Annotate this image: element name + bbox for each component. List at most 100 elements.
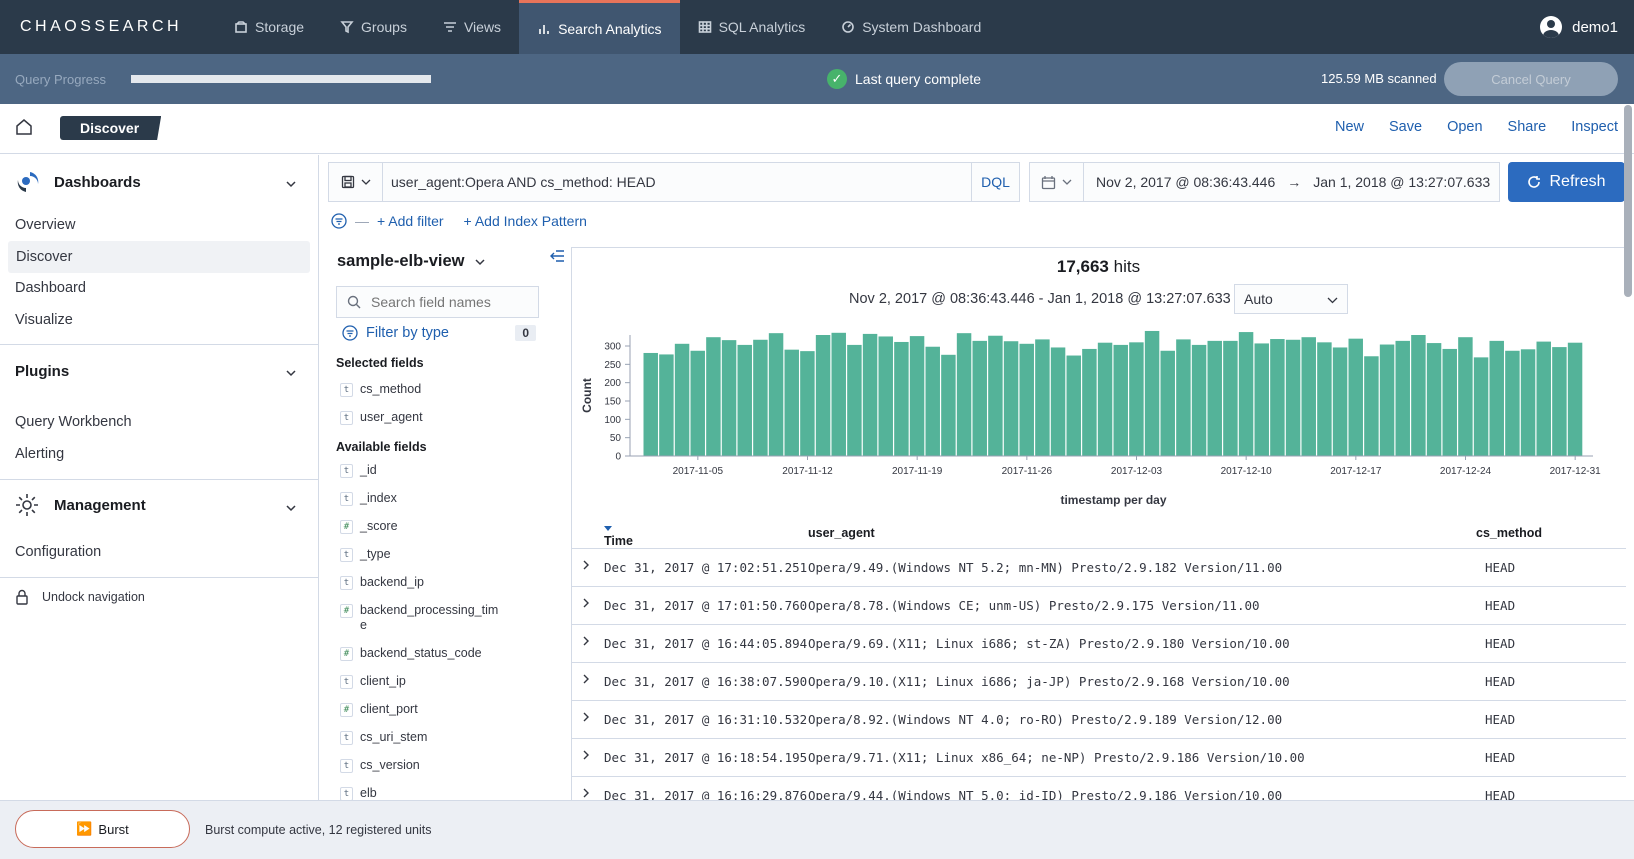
histogram-bar[interactable]: [988, 335, 1003, 456]
sidebar-item-alerting[interactable]: Alerting: [15, 446, 65, 462]
table-row[interactable]: Dec 31, 2017 @ 17:02:51.251 Opera/9.49.(W…: [572, 549, 1626, 587]
expand-row-icon[interactable]: [580, 749, 592, 761]
field-item[interactable]: t cs_version: [340, 758, 505, 773]
histogram-bar[interactable]: [1035, 339, 1050, 456]
field-item[interactable]: # backend_status_code: [340, 646, 505, 661]
histogram-bar[interactable]: [1019, 343, 1034, 456]
inspect-button[interactable]: Inspect: [1571, 119, 1618, 135]
index-pattern-selector[interactable]: sample-elb-view: [337, 252, 486, 271]
histogram-bar[interactable]: [1082, 348, 1097, 456]
field-search-input[interactable]: [371, 294, 531, 310]
table-row[interactable]: Dec 31, 2017 @ 16:44:05.894 Opera/9.69.(X…: [572, 625, 1626, 663]
histogram-bar[interactable]: [800, 351, 815, 456]
collapse-sidebar-icon[interactable]: [548, 248, 566, 264]
breadcrumb[interactable]: Discover: [60, 116, 162, 140]
nav-tab-storage[interactable]: Storage: [216, 0, 322, 54]
sidebar-item-query-workbench[interactable]: Query Workbench: [15, 414, 132, 430]
nav-tab-system-dashboard[interactable]: System Dashboard: [823, 0, 999, 54]
histogram-bar[interactable]: [1379, 344, 1395, 456]
histogram-bar[interactable]: [1254, 343, 1269, 456]
histogram-bar[interactable]: [1191, 344, 1207, 456]
histogram-bar[interactable]: [737, 344, 752, 456]
add-index-pattern-button[interactable]: + Add Index Pattern: [463, 213, 587, 229]
histogram-bar[interactable]: [1411, 335, 1426, 456]
sidebar-item-discover[interactable]: Discover: [8, 241, 310, 273]
histogram-bar[interactable]: [1442, 348, 1457, 456]
expand-row-icon[interactable]: [580, 711, 592, 723]
histogram-bar[interactable]: [1536, 341, 1551, 456]
histogram-bar[interactable]: [972, 340, 987, 456]
histogram-bar[interactable]: [1003, 341, 1019, 456]
field-item[interactable]: # backend_processing_time: [340, 603, 505, 633]
sidebar-item-visualize[interactable]: Visualize: [15, 312, 73, 328]
field-item[interactable]: t _type: [340, 547, 505, 562]
expand-row-icon[interactable]: [580, 635, 592, 647]
expand-row-icon[interactable]: [580, 597, 592, 609]
histogram-bar[interactable]: [690, 350, 705, 456]
field-item[interactable]: t client_ip: [340, 674, 505, 689]
save-button[interactable]: Save: [1389, 119, 1423, 135]
sidebar-item-overview[interactable]: Overview: [15, 217, 76, 233]
histogram-bar[interactable]: [768, 333, 784, 456]
query-language-button[interactable]: DQL: [971, 163, 1019, 201]
sidebar-item-configuration[interactable]: Configuration: [15, 544, 102, 560]
table-row[interactable]: Dec 31, 2017 @ 17:01:50.760 Opera/8.78.(W…: [572, 587, 1626, 625]
field-item[interactable]: t _index: [340, 491, 505, 506]
interval-select[interactable]: Auto: [1234, 284, 1348, 314]
histogram-bar[interactable]: [1285, 339, 1301, 456]
histogram-bar[interactable]: [956, 333, 972, 456]
burst-button[interactable]: ⏩ Burst: [15, 810, 190, 848]
histogram-bar[interactable]: [721, 340, 737, 456]
histogram-bar[interactable]: [1097, 342, 1113, 456]
histogram-bar[interactable]: [878, 336, 893, 456]
dashboards-section-header[interactable]: Dashboards: [0, 170, 319, 200]
histogram-bar[interactable]: [1270, 339, 1285, 456]
refresh-button[interactable]: Refresh: [1508, 162, 1625, 202]
page-scrollbar[interactable]: [1624, 105, 1632, 297]
open-button[interactable]: Open: [1447, 119, 1483, 135]
histogram-bar[interactable]: [815, 335, 831, 456]
histogram-bar[interactable]: [1066, 355, 1081, 456]
field-item[interactable]: t backend_ip: [340, 575, 505, 590]
column-header-time[interactable]: Time: [604, 526, 633, 548]
histogram-bar[interactable]: [1520, 349, 1536, 456]
histogram-bar[interactable]: [941, 354, 956, 456]
histogram-bar[interactable]: [1552, 347, 1567, 456]
histogram-bar[interactable]: [1426, 343, 1442, 456]
histogram-bar[interactable]: [674, 343, 690, 456]
start-date[interactable]: Nov 2, 2017 @ 08:36:43.446: [1096, 174, 1276, 190]
new-button[interactable]: New: [1334, 119, 1364, 135]
end-date[interactable]: Jan 1, 2018 @ 13:27:07.633: [1313, 174, 1491, 190]
expand-row-icon[interactable]: [580, 673, 592, 685]
table-row[interactable]: Dec 31, 2017 @ 16:38:07.590 Opera/9.10.(X…: [572, 663, 1626, 701]
histogram-bar[interactable]: [847, 344, 862, 456]
histogram-bar[interactable]: [1567, 342, 1583, 456]
histogram-bar[interactable]: [1176, 339, 1191, 456]
histogram-bar[interactable]: [706, 337, 721, 456]
histogram-bar[interactable]: [1238, 332, 1254, 456]
nav-tab-sql-analytics[interactable]: SQL Analytics: [680, 0, 824, 54]
home-icon[interactable]: [14, 117, 34, 137]
table-row[interactable]: Dec 31, 2017 @ 16:18:54.195 Opera/9.71.(X…: [572, 739, 1626, 777]
histogram-bar[interactable]: [1332, 347, 1348, 456]
histogram-bar[interactable]: [1144, 330, 1160, 456]
histogram-bar[interactable]: [1348, 338, 1363, 456]
user-menu[interactable]: demo1: [1540, 0, 1618, 54]
nav-tab-search-analytics[interactable]: Search Analytics: [519, 0, 680, 54]
histogram-bar[interactable]: [1364, 356, 1379, 456]
field-item[interactable]: t user_agent: [340, 410, 505, 425]
histogram-bar[interactable]: [1489, 340, 1504, 456]
field-item[interactable]: t cs_uri_stem: [340, 730, 505, 745]
histogram-bar[interactable]: [753, 339, 768, 456]
field-item[interactable]: # client_port: [340, 702, 505, 717]
field-item[interactable]: t elb: [340, 786, 505, 801]
saved-queries-button[interactable]: [329, 163, 383, 201]
histogram-bar[interactable]: [1160, 350, 1175, 456]
filter-by-type[interactable]: Filter by type 0: [342, 325, 536, 341]
column-header-user-agent[interactable]: user_agent: [808, 526, 875, 540]
histogram-bar[interactable]: [909, 336, 925, 456]
histogram-bar[interactable]: [894, 341, 909, 456]
histogram-bar[interactable]: [643, 352, 658, 456]
field-item[interactable]: t _id: [340, 463, 505, 478]
share-button[interactable]: Share: [1507, 119, 1547, 135]
